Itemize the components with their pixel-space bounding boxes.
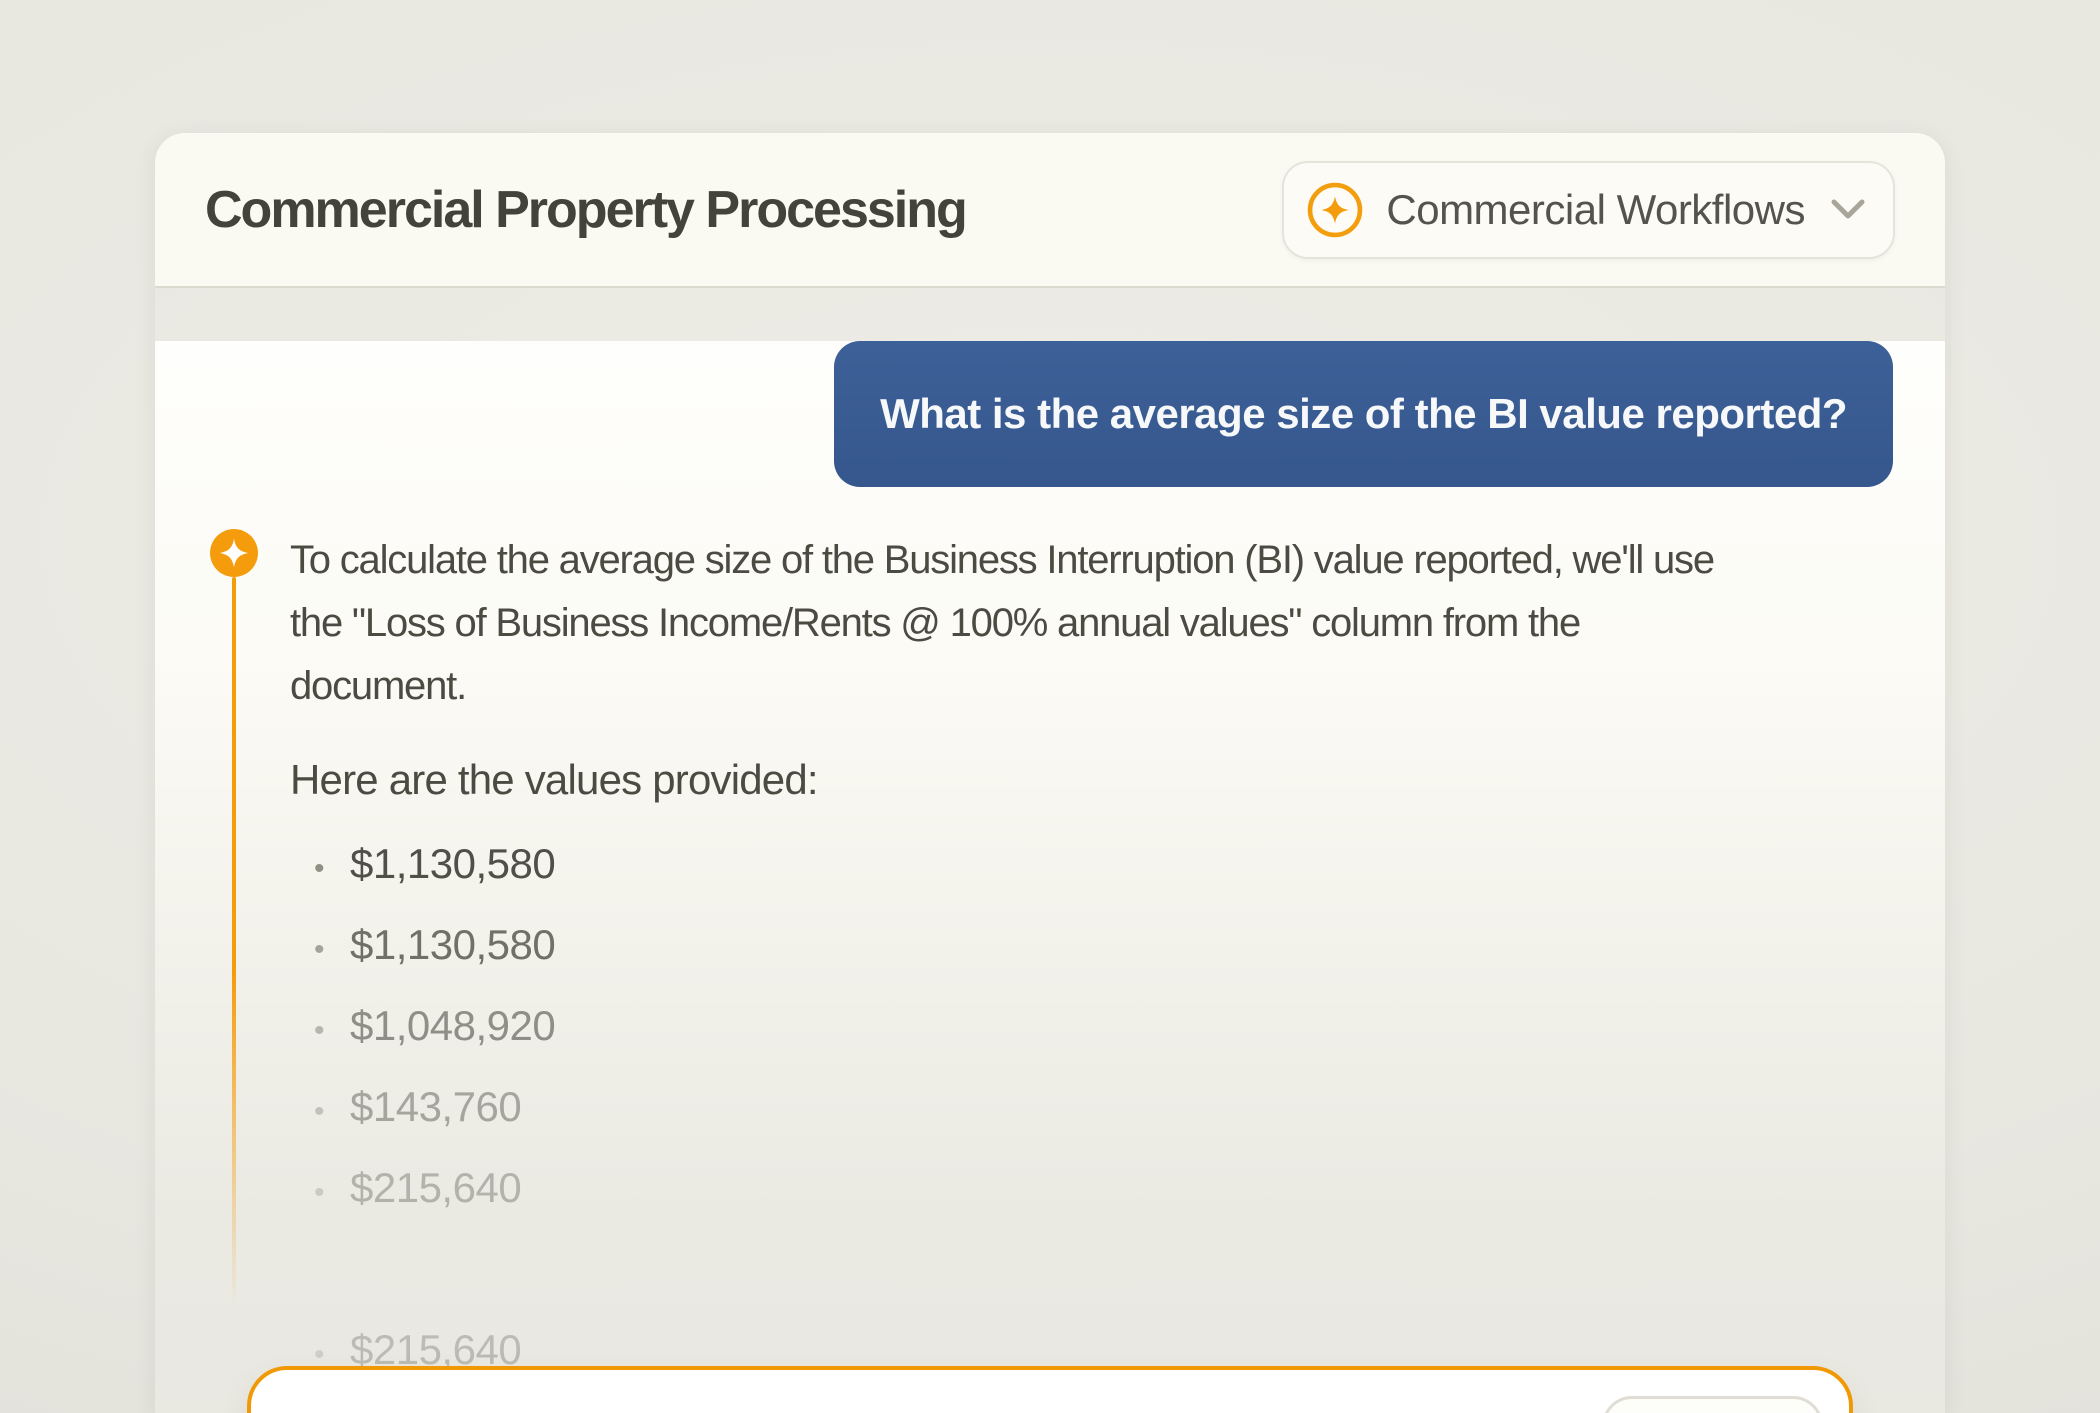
bullet-icon: • (314, 933, 325, 966)
assistant-thread-line (232, 577, 236, 1337)
list-item: • $1,130,580 (290, 843, 1893, 890)
list-item: • $215,640 (290, 1329, 1893, 1376)
bi-value: $143,760 (350, 1083, 522, 1130)
chat-area: What is the average size of the BI value… (155, 341, 1945, 1413)
workflow-selector-label: Commercial Workflows (1386, 185, 1805, 233)
assistant-content: To calculate the average size of the Bus… (290, 529, 1893, 1413)
bi-value: $1,130,580 (350, 840, 556, 887)
workflow-selector-dropdown[interactable]: Commercial Workflows (1282, 160, 1895, 259)
assistant-message: To calculate the average size of the Bus… (210, 529, 1893, 1413)
chevron-down-icon (1831, 199, 1865, 218)
bullet-icon: • (314, 1338, 325, 1371)
bullet-icon: • (314, 1014, 325, 1047)
values-intro: Here are the values provided: (290, 756, 819, 803)
bi-values-list: • $1,130,580 • $1,130,580 • $1,048,920 • $14… (290, 843, 1893, 1413)
page-title: Commercial Property Processing (205, 180, 968, 239)
user-message-bubble: What is the average size of the BI value… (834, 341, 1893, 487)
panel-header: Commercial Property Processing Commercia… (155, 133, 1945, 288)
sparkle-ring-icon (1308, 182, 1363, 237)
assistant-paragraph-line: the "Loss of Business Income/Rents @ 100… (290, 601, 1581, 645)
bi-value: $215,640 (350, 1326, 522, 1373)
bi-value: $1,048,920 (350, 1002, 556, 1049)
bi-value: $1,130,580 (350, 921, 556, 968)
bi-value: $215,640 (350, 1164, 522, 1211)
assistant-paragraph-line: document. (290, 664, 467, 708)
list-item: • $215,640 (290, 1167, 1893, 1214)
main-panel: Commercial Property Processing Commercia… (155, 133, 1945, 1413)
sparkle-icon (210, 529, 258, 577)
list-item: • $1,130,580 (290, 924, 1893, 971)
ask-input-bar: Ask (247, 1366, 1853, 1413)
list-item: • $1,048,920 (290, 1005, 1893, 1052)
assistant-rail (210, 529, 258, 1413)
bullet-icon: • (314, 852, 325, 885)
ask-button[interactable]: Ask (1601, 1395, 1823, 1413)
assistant-paragraph-line: To calculate the average size of the Bus… (290, 538, 1715, 582)
bullet-icon: • (314, 1176, 325, 1209)
bullet-icon: • (314, 1095, 325, 1128)
list-item: • $143,760 (290, 1086, 1893, 1133)
